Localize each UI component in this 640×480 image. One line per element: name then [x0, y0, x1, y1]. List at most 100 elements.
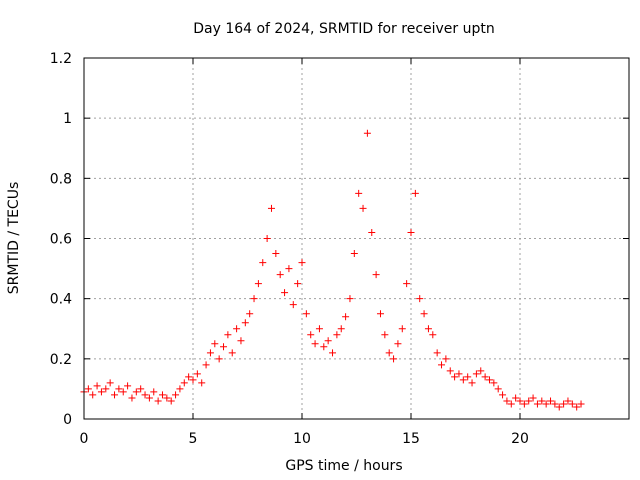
- data-point: [442, 355, 450, 363]
- x-axis-label: GPS time / hours: [285, 458, 402, 474]
- data-point: [141, 391, 149, 399]
- data-point: [172, 391, 180, 399]
- y-axis-label: SRMTID / TECUs: [6, 182, 22, 295]
- data-point: [525, 397, 533, 405]
- data-point: [464, 373, 472, 381]
- x-tick-label: 20: [511, 431, 529, 447]
- data-point: [346, 295, 354, 303]
- data-point: [355, 189, 363, 197]
- data-point: [433, 349, 441, 357]
- data-point: [372, 271, 380, 279]
- data-point: [420, 310, 428, 318]
- data-point: [459, 376, 467, 384]
- data-point: [485, 376, 493, 384]
- data-point: [324, 337, 332, 345]
- data-point: [189, 376, 197, 384]
- data-point: [451, 373, 459, 381]
- data-point: [520, 400, 528, 408]
- data-point: [176, 385, 184, 393]
- y-tick-label: 0: [63, 412, 72, 428]
- y-tick-label: 0.8: [50, 171, 72, 187]
- data-point: [211, 340, 219, 348]
- data-point: [158, 391, 166, 399]
- data-point: [106, 379, 114, 387]
- data-point: [198, 379, 206, 387]
- data-point: [573, 403, 581, 411]
- data-point: [350, 250, 358, 258]
- data-point: [145, 394, 153, 402]
- data-point: [246, 310, 254, 318]
- y-tick-label: 1: [63, 111, 72, 127]
- data-point: [499, 391, 507, 399]
- data-point: [368, 228, 376, 236]
- data-point: [446, 367, 454, 375]
- data-point: [307, 331, 315, 339]
- data-point: [185, 373, 193, 381]
- data-point: [154, 397, 162, 405]
- data-point: [490, 379, 498, 387]
- data-point: [97, 388, 105, 396]
- plot-area-frame: [83, 57, 630, 420]
- data-point: [512, 394, 520, 402]
- data-point: [272, 250, 280, 258]
- data-point: [267, 204, 275, 212]
- data-point: [333, 331, 341, 339]
- data-point: [568, 400, 576, 408]
- grid-lines: [84, 58, 629, 419]
- y-tick-label: 0.4: [50, 292, 72, 308]
- data-point: [89, 391, 97, 399]
- data-point: [438, 361, 446, 369]
- data-point: [228, 349, 236, 357]
- data-point: [411, 189, 419, 197]
- data-point: [250, 295, 258, 303]
- data-point: [394, 340, 402, 348]
- data-point: [342, 313, 350, 321]
- data-point: [128, 394, 136, 402]
- data-point: [233, 325, 241, 333]
- data-point: [193, 370, 201, 378]
- data-point: [564, 397, 572, 405]
- data-point: [551, 400, 559, 408]
- data-point: [206, 349, 214, 357]
- data-point: [390, 355, 398, 363]
- data-points: [80, 129, 585, 411]
- data-point: [224, 331, 232, 339]
- data-point: [241, 319, 249, 327]
- data-point: [363, 129, 371, 137]
- data-point: [472, 370, 480, 378]
- data-point: [424, 325, 432, 333]
- data-point: [215, 355, 223, 363]
- data-point: [137, 385, 145, 393]
- x-tick-label: 10: [293, 431, 311, 447]
- data-point: [93, 382, 101, 390]
- y-tick-label: 0.2: [50, 352, 72, 368]
- data-point: [376, 310, 384, 318]
- data-point: [337, 325, 345, 333]
- data-point: [533, 400, 541, 408]
- data-point: [516, 397, 524, 405]
- data-point: [259, 259, 267, 267]
- x-tick-label: 5: [189, 431, 198, 447]
- data-point: [111, 391, 119, 399]
- data-point: [398, 325, 406, 333]
- data-point: [416, 295, 424, 303]
- data-point: [302, 310, 310, 318]
- data-point: [494, 385, 502, 393]
- x-tick-label: 15: [402, 431, 420, 447]
- data-point: [237, 337, 245, 345]
- data-point: [481, 373, 489, 381]
- data-point: [385, 349, 393, 357]
- data-point: [538, 397, 546, 405]
- data-point: [503, 397, 511, 405]
- data-point: [507, 400, 515, 408]
- data-point: [115, 385, 123, 393]
- data-point: [329, 349, 337, 357]
- data-point: [150, 388, 158, 396]
- data-point: [320, 343, 328, 351]
- data-point: [560, 400, 568, 408]
- data-point: [202, 361, 210, 369]
- data-point: [124, 382, 132, 390]
- data-point: [220, 343, 228, 351]
- data-point: [163, 394, 171, 402]
